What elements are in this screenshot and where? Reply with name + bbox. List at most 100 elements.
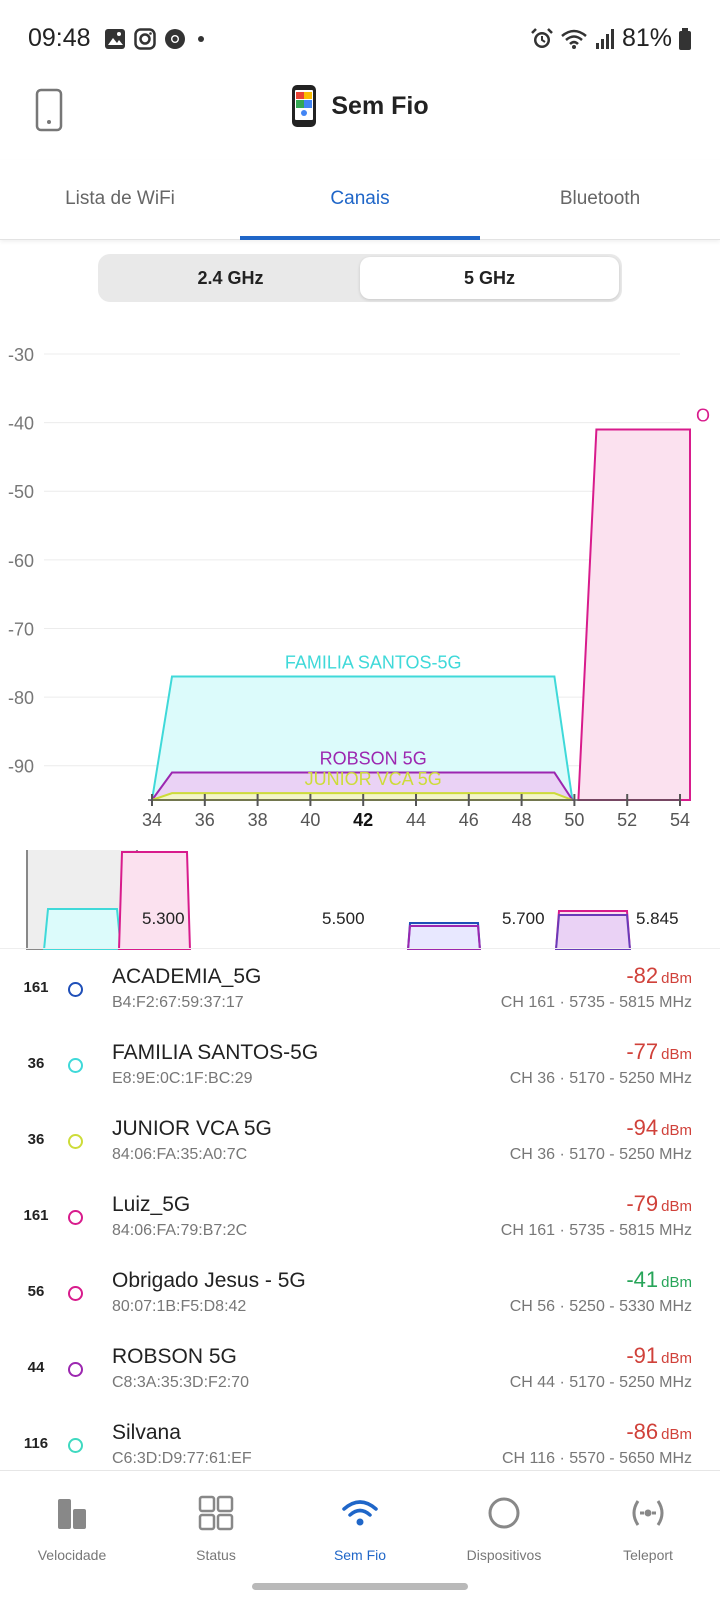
- network-list[interactable]: 161 ACADEMIA_5G B4:F2:67:59:37:17 -82 dBm CH …: [0, 948, 720, 1468]
- x-tick-label: 52: [617, 810, 637, 830]
- overview-band-blue: [406, 922, 482, 950]
- overview-label: 5.700: [502, 909, 545, 928]
- spectrum-overview[interactable]: 5.300 5.500 5.700 5.845: [0, 850, 720, 950]
- list-item[interactable]: 36 JUNIOR VCA 5G 84:06:FA:35:A0:7C -94 dBm CH…: [0, 1101, 720, 1177]
- channel-number: 44: [27, 1359, 45, 1376]
- more-dot-icon: [198, 36, 204, 42]
- channel-frequency: CH 161 · 5735 - 5815 MHz: [500, 1222, 692, 1239]
- band-2-4ghz-button[interactable]: 2.4 GHz: [197, 268, 264, 288]
- network-name: FAMILIA SANTOS-5G: [112, 1041, 319, 1064]
- network-color-dot: [68, 982, 83, 997]
- network-mac: C6:3D:D9:77:61:EF: [112, 1450, 252, 1467]
- channel-band: [577, 428, 691, 801]
- list-item[interactable]: 116 Silvana C6:3D:D9:77:61:EF -86 dBm CH 116 …: [0, 1405, 720, 1481]
- band-toggle: 2.4 GHz 5 GHz: [98, 254, 622, 302]
- tab-channels[interactable]: Canais: [240, 160, 480, 240]
- network-color-dot: [68, 1210, 83, 1225]
- teleport-icon: [632, 1500, 664, 1526]
- list-item[interactable]: 36 FAMILIA SANTOS-5G E8:9E:0C:1F:BC:29 -77 d…: [0, 1025, 720, 1101]
- x-tick-label: 42: [353, 810, 373, 830]
- x-tick-label: 34: [142, 810, 162, 830]
- overview-label: 5.300: [142, 909, 185, 928]
- pixel-phone-logo-icon: [292, 85, 317, 127]
- channel-frequency: CH 44 · 5170 - 5250 MHz: [509, 1374, 692, 1391]
- signal-value: -91: [626, 1343, 659, 1368]
- device-phone-icon[interactable]: [34, 88, 64, 132]
- network-mac: 84:06:FA:35:A0:7C: [112, 1146, 248, 1163]
- signal-unit: dBm: [661, 970, 692, 987]
- nav-speed[interactable]: Velocidade: [0, 1471, 144, 1600]
- signal-unit: dBm: [661, 1426, 692, 1443]
- overview-band-purple-right: [554, 914, 632, 950]
- network-name: ROBSON 5G: [112, 1345, 237, 1368]
- status-time: 09:48: [28, 24, 91, 52]
- x-tick-label: 40: [300, 810, 320, 830]
- band-label: ROBSON 5G: [320, 749, 427, 769]
- list-item[interactable]: 44 ROBSON 5G C8:3A:35:3D:F2:70 -91 dBm CH 44 …: [0, 1329, 720, 1405]
- x-tick-label: 44: [406, 810, 426, 830]
- network-name: Silvana: [112, 1421, 181, 1444]
- signal-strength: -94 dBm: [626, 1115, 692, 1141]
- channel-chart[interactable]: -30 -40 -50 -60 -70 -80 -90 FAMILIA SANTOS-5G RO…: [0, 330, 720, 850]
- instagram-icon: [134, 28, 156, 50]
- channel-frequency: CH 161 · 5735 - 5815 MHz: [500, 994, 692, 1011]
- network-color-dot: [68, 1438, 83, 1453]
- signal-strength: -82 dBm: [626, 963, 692, 989]
- speed-bars-icon: [58, 1499, 86, 1529]
- gallery-icon: [105, 29, 125, 49]
- circle-icon: [488, 1497, 520, 1529]
- x-tick-label: 54: [670, 810, 690, 830]
- network-name: Obrigado Jesus - 5G: [112, 1269, 306, 1292]
- tab-bluetooth[interactable]: Bluetooth: [559, 188, 641, 209]
- band-label: JUNIOR VCA 5G: [305, 769, 442, 789]
- overview-label: 5.500: [322, 909, 365, 928]
- overview-band-cyan: [42, 908, 123, 950]
- signal-icon: [595, 28, 614, 49]
- network-mac: 80:07:1B:F5:D8:42: [112, 1298, 247, 1315]
- channel-number: 36: [27, 1055, 45, 1072]
- tab-wifi-list[interactable]: Lista de WiFi: [65, 188, 175, 209]
- signal-unit: dBm: [661, 1198, 692, 1215]
- x-tick-label: 48: [512, 810, 532, 830]
- y-tick-label: -30: [8, 345, 34, 365]
- signal-strength: -86 dBm: [626, 1419, 692, 1445]
- channel-frequency: CH 36 · 5170 - 5250 MHz: [509, 1146, 692, 1163]
- signal-value: -77: [626, 1039, 659, 1064]
- nav-label: Status: [196, 1547, 236, 1563]
- network-color-dot: [68, 1362, 83, 1377]
- channel-frequency: CH 116 · 5570 - 5650 MHz: [501, 1450, 692, 1467]
- nav-label: Velocidade: [37, 1547, 107, 1563]
- signal-value: -41: [626, 1267, 659, 1292]
- nav-teleport[interactable]: Teleport: [576, 1471, 720, 1600]
- network-name: ACADEMIA_5G: [112, 965, 262, 988]
- nav-label: Sem Fio: [333, 1547, 387, 1563]
- signal-strength: -79 dBm: [626, 1191, 692, 1217]
- signal-strength: -91 dBm: [626, 1343, 692, 1369]
- list-item[interactable]: 161 Luiz_5G 84:06:FA:79:B7:2C -79 dBm CH 161 …: [0, 1177, 720, 1253]
- y-tick-label: -60: [8, 551, 34, 571]
- network-name: Luiz_5G: [112, 1193, 191, 1216]
- notification-icons: [104, 28, 208, 50]
- channel-number: 116: [23, 1435, 49, 1452]
- channel-number: 161: [23, 1207, 49, 1224]
- cutoff-label: O: [696, 405, 710, 425]
- nav-devices[interactable]: Dispositivos: [432, 1471, 576, 1600]
- network-mac: 84:06:FA:79:B7:2C: [112, 1222, 248, 1239]
- alarm-icon: [531, 27, 553, 48]
- band-5ghz-button[interactable]: 5 GHz: [360, 257, 619, 299]
- app-header: Sem Fio: [0, 80, 720, 160]
- nav-wireless[interactable]: Sem Fio: [288, 1471, 432, 1600]
- y-tick-label: -70: [8, 619, 34, 639]
- home-gesture-bar[interactable]: [252, 1583, 468, 1590]
- channel-frequency: CH 56 · 5250 - 5330 MHz: [509, 1298, 692, 1315]
- list-item[interactable]: 161 ACADEMIA_5G B4:F2:67:59:37:17 -82 dBm CH …: [0, 949, 720, 1025]
- list-item[interactable]: 56 Obrigado Jesus - 5G 80:07:1B:F5:D8:42 -4…: [0, 1253, 720, 1329]
- network-color-dot: [68, 1134, 83, 1149]
- nav-status[interactable]: Status: [144, 1471, 288, 1600]
- chrome-icon: [165, 29, 185, 49]
- signal-value: -94: [626, 1115, 659, 1140]
- y-tick-label: -40: [8, 414, 34, 434]
- network-color-dot: [68, 1286, 83, 1301]
- x-tick-label: 46: [459, 810, 479, 830]
- grid-icon: [198, 1495, 234, 1531]
